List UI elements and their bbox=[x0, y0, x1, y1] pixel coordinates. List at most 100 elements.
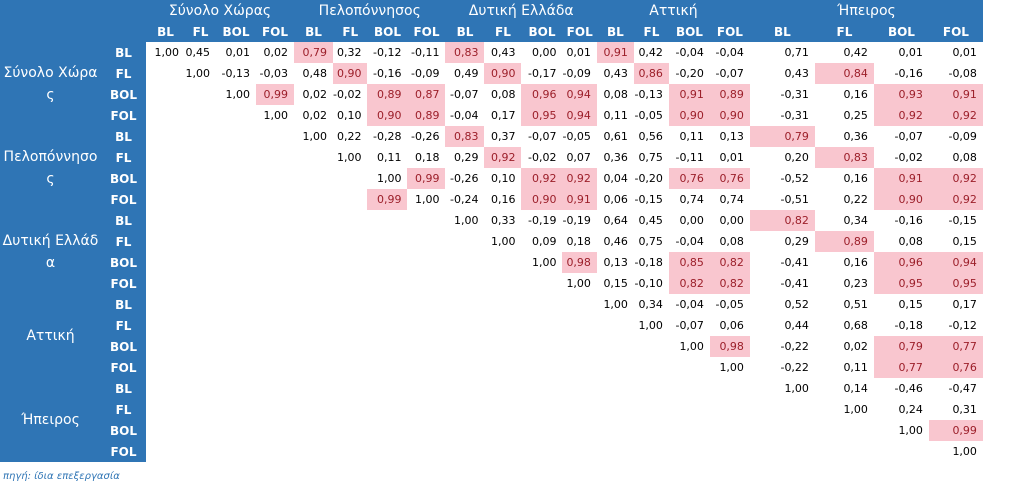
correlation-cell bbox=[445, 336, 484, 357]
correlation-cell bbox=[294, 168, 333, 189]
correlation-cell: 0,45 bbox=[638, 214, 663, 227]
col-sub-header: BOL bbox=[668, 21, 710, 42]
correlation-cell: 0,11 bbox=[376, 151, 402, 164]
table-row: Ήπειρος BL 1,00 0,14 -0,46 -0,47 bbox=[0, 378, 983, 462]
correlation-cell: 0,04 bbox=[603, 172, 628, 185]
correlation-cell: 0,15 bbox=[952, 235, 977, 248]
correlation-cell: 0,01 bbox=[566, 46, 591, 59]
col-group-header: Ήπειρος bbox=[749, 0, 983, 21]
correlation-cell bbox=[256, 126, 294, 147]
correlation-table: Σύνολο Χώρας Πελοπόννησος Δυτική Ελλάδα … bbox=[0, 0, 983, 462]
correlation-cell: 0,90 bbox=[367, 105, 408, 126]
correlation-cell: 0,61 bbox=[603, 130, 628, 143]
correlation-cell: 0,31 bbox=[952, 403, 977, 416]
correlation-cell: -0,11 bbox=[411, 46, 440, 59]
correlation-cell bbox=[216, 252, 256, 273]
correlation-cell bbox=[216, 126, 256, 147]
correlation-cell bbox=[146, 294, 185, 315]
correlation-cell bbox=[562, 441, 596, 462]
row-group-header: Αττική bbox=[0, 294, 101, 378]
correlation-cell bbox=[407, 252, 445, 273]
correlation-cell bbox=[669, 441, 710, 462]
correlation-cell: 0,02 bbox=[263, 46, 289, 59]
correlation-cell: 0,93 bbox=[873, 84, 929, 105]
correlation-cell bbox=[146, 273, 185, 294]
correlation-cell: -0,07 bbox=[528, 130, 557, 143]
correlation-cell bbox=[146, 399, 185, 420]
table-row: BOL 1,00 0,99 -0,26 0,10 0,92 0,92 0,04 -0,20 0,7… bbox=[0, 168, 983, 189]
correlation-cell bbox=[333, 336, 367, 357]
correlation-cell: 0,96 bbox=[521, 84, 563, 105]
row-group-header: Πελοπόννησος bbox=[0, 126, 101, 210]
correlation-cell: 0,32 bbox=[336, 46, 362, 59]
table-row: BOL 1,00 0,99 0,02 -0,02 0,89 0,87 -0,07 0,08 0,9… bbox=[0, 84, 983, 105]
col-sub-header: FL bbox=[484, 21, 522, 42]
correlation-cell: 0,91 bbox=[562, 189, 597, 210]
correlation-cell: 0,89 bbox=[367, 84, 408, 105]
table-row: Δυτική Ελλάδα BL 1,00 0,33 -0,19 -0,19 0,64 0,4… bbox=[0, 210, 983, 294]
correlation-cell bbox=[669, 399, 710, 420]
correlation-cell bbox=[256, 336, 294, 357]
correlation-cell: -0,07 bbox=[675, 319, 704, 332]
correlation-cell: 0,06 bbox=[719, 319, 744, 332]
correlation-cell bbox=[146, 357, 185, 378]
correlation-cell bbox=[367, 441, 407, 462]
table-body: Σύνολο Χώρας BL 1,00 0,45 0,01 0,02 0,79 0,32 -0… bbox=[0, 42, 983, 462]
correlation-cell bbox=[367, 231, 407, 252]
correlation-cell: 0,07 bbox=[566, 151, 591, 164]
correlation-cell bbox=[445, 378, 484, 399]
col-sub-header: BOL bbox=[216, 21, 256, 42]
correlation-cell bbox=[407, 336, 445, 357]
correlation-cell bbox=[407, 273, 445, 294]
correlation-cell bbox=[521, 399, 562, 420]
correlation-cell: -0,28 bbox=[373, 130, 402, 143]
row-group-header: Δυτική Ελλάδα bbox=[0, 210, 101, 294]
corner-cell-2 bbox=[101, 0, 146, 21]
correlation-cell bbox=[185, 441, 216, 462]
correlation-cell bbox=[407, 294, 445, 315]
row-sub-header: BL bbox=[101, 378, 146, 399]
col-sub-header: FL bbox=[333, 21, 368, 42]
correlation-cell: 0,99 bbox=[928, 420, 983, 441]
correlation-cell: 0,42 bbox=[638, 46, 663, 59]
sub-header-row: BL FL BOL FOL BL FL BOL FOL BL FL BOL FOL BL FL BOL FOL… bbox=[0, 21, 983, 42]
correlation-cell: 0,36 bbox=[843, 130, 868, 143]
correlation-cell bbox=[216, 441, 256, 462]
correlation-cell: 0,99 bbox=[407, 168, 446, 189]
correlation-cell bbox=[256, 399, 294, 420]
correlation-cell: 0,08 bbox=[952, 151, 977, 164]
correlation-cell bbox=[185, 315, 216, 336]
correlation-cell bbox=[445, 294, 484, 315]
correlation-cell bbox=[367, 294, 407, 315]
correlation-cell: -0,09 bbox=[948, 130, 977, 143]
correlation-cell: 0,33 bbox=[490, 214, 516, 227]
correlation-cell: 0,16 bbox=[843, 256, 868, 269]
correlation-cell bbox=[294, 294, 333, 315]
correlation-cell: -0,16 bbox=[894, 214, 923, 227]
correlation-cell bbox=[216, 210, 256, 231]
table-row: FL 1,00 0,24 0,31 bbox=[0, 399, 983, 420]
correlation-cell bbox=[185, 147, 216, 168]
table-row: FL 1,00 0,11 0,18 0,29 0,92 -0,02 0,07 0,36 0,75-… bbox=[0, 147, 983, 168]
correlation-cell bbox=[597, 336, 634, 357]
correlation-cell bbox=[521, 357, 562, 378]
table-row: FOL 1,00 0,02 0,10 0,90 0,89 -0,04 0,17 0,95 0,94… bbox=[0, 105, 983, 126]
correlation-cell: 0,44 bbox=[784, 319, 809, 332]
correlation-cell bbox=[445, 399, 484, 420]
table-row: FL 1,00 -0,13 -0,03 0,48 0,90 -0,16 -0,09 0,49 0,… bbox=[0, 63, 983, 84]
correlation-cell bbox=[669, 420, 710, 441]
correlation-cell bbox=[710, 378, 750, 399]
correlation-cell: 0,15 bbox=[898, 298, 923, 311]
correlation-cell: 0,02 bbox=[302, 88, 328, 101]
correlation-cell: -0,47 bbox=[948, 382, 977, 395]
correlation-cell bbox=[146, 126, 185, 147]
table-row: FOL 1,00 bbox=[0, 441, 983, 462]
correlation-cell: 0,91 bbox=[596, 42, 634, 63]
table-row: Αττική BL 1,00 0,34 -0,04 -0,05 0,52 0,51 0,15 0,… bbox=[0, 294, 983, 378]
correlation-cell bbox=[333, 231, 367, 252]
col-sub-header: BL bbox=[596, 21, 634, 42]
correlation-cell: 0,16 bbox=[490, 193, 516, 206]
table-row: BOL 1,00 0,99 bbox=[0, 420, 983, 441]
correlation-cell: -0,07 bbox=[715, 67, 744, 80]
correlation-cell: 0,83 bbox=[445, 42, 485, 63]
